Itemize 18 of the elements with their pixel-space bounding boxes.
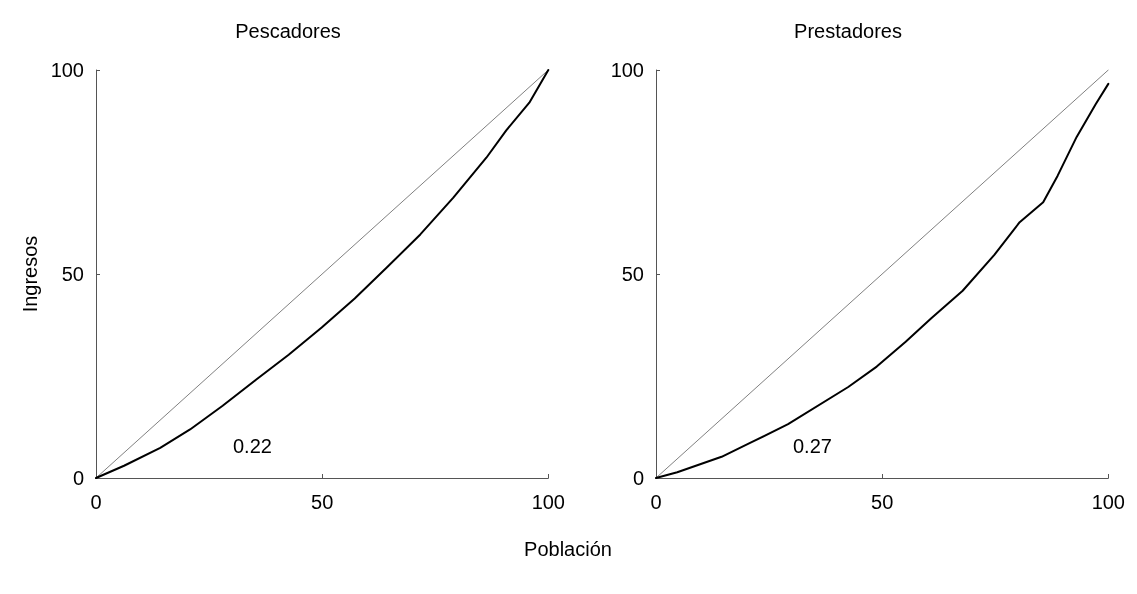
chart-title: Prestadores xyxy=(794,20,902,42)
y-tick-label: 100 xyxy=(610,59,644,81)
x-tick-label: 0 xyxy=(650,491,662,513)
x-tick-label: 100 xyxy=(531,491,565,513)
annotation: 0.27 xyxy=(793,435,832,457)
x-tick-label: 0 xyxy=(90,491,102,513)
y-axis-title: Ingresos xyxy=(18,235,41,313)
y-tick-label: 0 xyxy=(632,467,644,489)
x-tick-label: 50 xyxy=(871,491,894,513)
x-tick-label: 50 xyxy=(311,491,334,513)
x-tick-label: 100 xyxy=(1091,491,1125,513)
annotation: 0.22 xyxy=(233,435,272,457)
y-tick-label: 100 xyxy=(50,59,84,81)
x-axis-title: Población xyxy=(523,538,613,561)
y-tick-label: 50 xyxy=(61,263,84,285)
y-tick-label: 0 xyxy=(72,467,84,489)
y-tick-label: 50 xyxy=(621,263,644,285)
chart-title: Pescadores xyxy=(235,20,341,42)
